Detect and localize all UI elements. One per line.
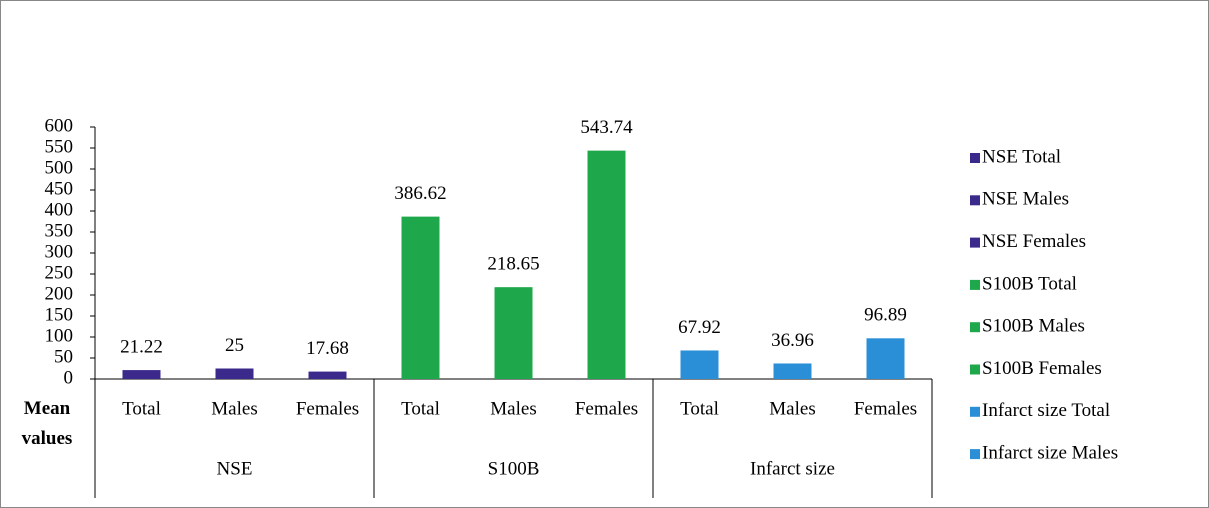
x-tick-label: Males <box>769 398 815 419</box>
y-tick-label: 350 <box>45 220 74 241</box>
data-label: 67.92 <box>678 317 721 338</box>
data-label: 543.74 <box>580 117 633 138</box>
legend-label: NSE Males <box>982 189 1069 210</box>
bar <box>866 338 905 379</box>
x-tick-label: Males <box>490 398 536 419</box>
data-label: 218.65 <box>487 254 539 275</box>
y-tick-label: 0 <box>64 367 74 388</box>
legend-swatch <box>970 364 980 375</box>
legend-swatch <box>970 449 980 460</box>
legend-label: S100B Females <box>982 358 1102 379</box>
group-label: S100B <box>488 458 540 479</box>
data-label: 21.22 <box>120 336 163 357</box>
y-tick-label: 450 <box>45 178 74 199</box>
bar <box>215 368 254 379</box>
group-label: NSE <box>217 458 253 479</box>
data-label: 386.62 <box>394 183 446 204</box>
legend-label: S100B Total <box>982 273 1077 294</box>
bar <box>122 370 161 379</box>
legend-label: S100B Males <box>982 316 1085 337</box>
x-tick-label: Total <box>680 398 719 419</box>
legend-swatch <box>970 153 980 163</box>
bar <box>680 350 719 379</box>
legend-label: Infarct size Males <box>982 442 1118 463</box>
legend-swatch <box>970 322 980 333</box>
y-tick-label: 250 <box>45 262 74 283</box>
x-tick-label: Total <box>401 398 440 419</box>
y-tick-label: 500 <box>45 157 74 178</box>
axis-label: Mean values <box>22 398 73 449</box>
x-tick-label: Females <box>575 398 638 419</box>
y-tick-label: 300 <box>45 241 74 262</box>
x-tick-label: Total <box>122 398 161 419</box>
legend-swatch <box>970 279 980 290</box>
data-label: 96.89 <box>864 305 907 326</box>
y-tick-label: 600 <box>45 115 74 136</box>
bar <box>587 150 626 379</box>
legend-label: Infarct size Total <box>982 400 1110 421</box>
bar <box>494 287 533 379</box>
legend-swatch <box>970 406 980 417</box>
data-label: 17.68 <box>306 338 349 359</box>
group-label: Infarct size <box>750 458 835 479</box>
x-tick-label: Females <box>296 398 359 419</box>
bar <box>401 216 440 379</box>
y-tick-label: 150 <box>45 304 74 325</box>
y-tick-label: 550 <box>45 136 74 157</box>
bar <box>773 363 812 379</box>
legend-label: NSE Total <box>982 146 1061 167</box>
legend-label: NSE Females <box>982 231 1086 252</box>
bar <box>308 371 347 379</box>
y-tick-label: 200 <box>45 283 74 304</box>
y-tick-label: 400 <box>45 199 74 220</box>
y-tick-label: 50 <box>54 346 73 367</box>
x-tick-label: Males <box>211 398 257 419</box>
legend-swatch <box>970 237 980 248</box>
legend-swatch <box>970 195 980 206</box>
x-tick-label: Females <box>854 398 917 419</box>
data-label: 36.96 <box>771 330 814 351</box>
data-label: 25 <box>225 335 244 356</box>
y-tick-label: 100 <box>45 325 74 346</box>
